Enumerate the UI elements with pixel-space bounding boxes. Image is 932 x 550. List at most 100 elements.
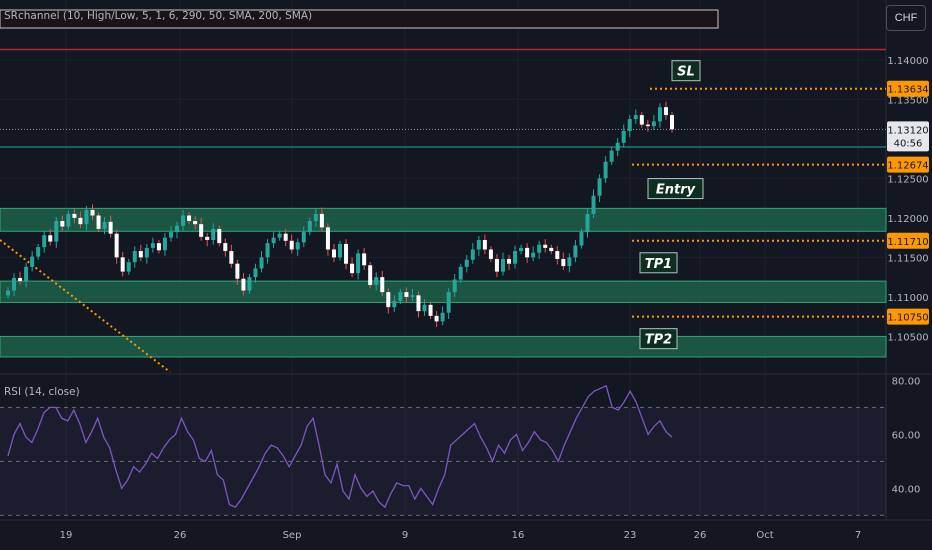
candle — [307, 217, 312, 236]
candle — [181, 209, 186, 231]
candle — [482, 234, 487, 255]
candle-body — [603, 161, 608, 179]
candle-body — [313, 213, 318, 222]
candle — [621, 124, 626, 147]
candle — [531, 246, 536, 262]
candle-body — [543, 244, 548, 248]
candle — [42, 230, 47, 253]
candle — [633, 109, 638, 124]
annotation-label: Entry — [656, 183, 696, 198]
candle-body — [537, 244, 542, 253]
candle-body — [458, 266, 463, 280]
candle-body — [555, 251, 560, 259]
candle-body — [410, 295, 415, 297]
candle-body — [193, 221, 198, 225]
candle-body — [24, 266, 29, 282]
candle-body — [331, 249, 336, 258]
candle-body — [6, 290, 10, 296]
candle-body — [325, 227, 330, 250]
candle-body — [48, 235, 53, 242]
candle-body — [277, 233, 282, 238]
candle-body — [36, 247, 41, 257]
candle — [72, 209, 77, 224]
candle — [253, 263, 258, 283]
price-tag-bg — [887, 156, 929, 173]
candle-body — [404, 292, 409, 297]
candle — [325, 223, 330, 256]
candle — [573, 239, 578, 263]
candle — [446, 288, 451, 320]
candle — [12, 273, 17, 297]
candle — [193, 216, 198, 230]
candle — [217, 225, 222, 247]
candle-body — [156, 243, 161, 251]
candle-body — [428, 304, 433, 316]
candle — [567, 253, 572, 273]
candle — [54, 217, 59, 248]
candle-body — [531, 252, 536, 258]
candle — [247, 273, 252, 294]
candle-body — [440, 312, 445, 322]
candle-body — [307, 221, 312, 233]
candle-body — [181, 215, 186, 226]
candle-body — [301, 232, 306, 243]
candle — [428, 301, 433, 320]
rsi-tick-label: 40.00 — [892, 484, 921, 495]
candle-body — [132, 251, 137, 263]
candle-body — [12, 277, 17, 291]
annotation-entry: Entry — [647, 178, 704, 200]
candle — [223, 238, 228, 257]
annotation-label: TP1 — [645, 257, 672, 272]
candle-body — [561, 258, 566, 267]
price-tag-bg — [887, 232, 929, 249]
time-tick-label: 26 — [694, 530, 707, 541]
candle-body — [162, 237, 167, 251]
candle — [66, 210, 71, 230]
annotation-box — [639, 252, 678, 274]
candle-body — [651, 121, 656, 127]
price-tick-label: 1.13500 — [887, 95, 928, 106]
candle — [670, 111, 674, 133]
candle — [96, 212, 101, 233]
sr-zone — [0, 207, 887, 232]
candle-body — [150, 243, 155, 248]
candle — [102, 217, 107, 235]
candle-body — [356, 253, 361, 274]
candle — [344, 239, 349, 270]
candle-body — [247, 277, 252, 291]
candle — [434, 311, 439, 327]
candle-body — [494, 258, 499, 272]
candle — [476, 236, 481, 256]
candle — [416, 291, 421, 318]
candle-body — [187, 215, 192, 222]
candle — [301, 226, 306, 248]
candle-body — [446, 292, 451, 313]
sr-zone — [0, 280, 887, 303]
candle-body — [199, 224, 204, 237]
candle-body — [452, 279, 457, 293]
candle — [458, 263, 463, 283]
candle — [120, 251, 125, 277]
candle-body — [319, 213, 324, 228]
candle-body — [253, 268, 258, 278]
price-tick-label: 1.10500 — [887, 332, 928, 343]
candle-body — [350, 263, 355, 274]
candle — [156, 239, 161, 254]
currency-button[interactable]: CHF — [886, 5, 926, 31]
price-tick-label: 1.12000 — [887, 214, 928, 225]
candle — [549, 244, 554, 255]
candle-body — [175, 225, 180, 233]
candle-body — [579, 232, 584, 246]
candle — [543, 239, 548, 253]
rsi-tick-label: 80.00 — [892, 376, 921, 387]
candle-body — [422, 304, 427, 312]
candle-body — [392, 300, 397, 308]
candle-body — [639, 115, 644, 125]
candle-body — [229, 251, 234, 264]
candle — [404, 287, 409, 303]
candle — [60, 215, 65, 232]
candle — [368, 262, 373, 289]
candle — [108, 215, 113, 238]
candle — [579, 228, 584, 249]
